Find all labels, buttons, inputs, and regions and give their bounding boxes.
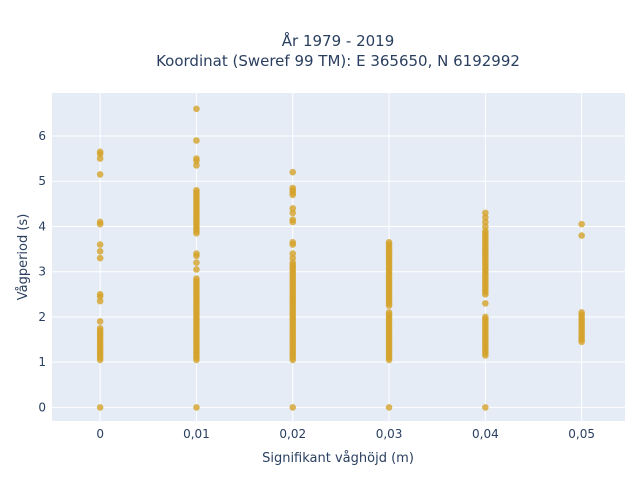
data-point [96, 171, 104, 178]
data-point [193, 266, 200, 273]
data-point [193, 162, 200, 169]
data-point [193, 259, 200, 266]
data-point [193, 250, 200, 257]
x-tick-label: 0,04 [472, 427, 499, 441]
data-point [578, 220, 585, 228]
chart-title-line-2: Koordinat (Sweref 99 TM): E 365650, N 61… [156, 52, 520, 70]
data-point [96, 241, 104, 248]
data-point [482, 209, 489, 217]
data-point [385, 404, 393, 411]
y-tick-label: 0 [38, 400, 46, 414]
x-tick-label: 0,01 [183, 427, 210, 441]
data-point [289, 184, 297, 192]
x-axis-title: Signifikant våghöjd (m) [262, 451, 414, 466]
data-point [96, 148, 104, 156]
data-point [482, 214, 489, 221]
x-tick-label: 0 [96, 427, 104, 441]
data-point [96, 218, 104, 226]
data-point [289, 250, 297, 257]
data-point [96, 291, 104, 298]
y-tick-labels: 0 1 2 3 4 5 6 [38, 129, 46, 414]
data-point [289, 205, 297, 212]
x-tick-label: 0,02 [279, 427, 306, 441]
y-tick-label: 5 [38, 174, 46, 188]
data-point [482, 300, 489, 307]
data-point [96, 404, 104, 411]
data-point [385, 238, 393, 246]
y-tick-label: 2 [38, 310, 46, 324]
data-point [96, 297, 104, 305]
data-point [289, 404, 297, 411]
data-point [193, 275, 200, 282]
data-point [193, 137, 200, 144]
data-point [96, 254, 104, 262]
data-point [482, 313, 489, 321]
y-axis-title: Vågperiod (s) [16, 214, 31, 301]
y-tick-label: 3 [38, 265, 46, 279]
data-point [96, 248, 104, 255]
data-point [193, 155, 200, 162]
chart-title-line-1: År 1979 - 2019 [282, 31, 395, 50]
data-point [96, 318, 104, 325]
data-point [289, 216, 297, 223]
data-point [193, 105, 200, 113]
data-point [482, 218, 489, 226]
x-tick-labels: 0 0,01 0,02 0,03 0,04 0,05 [96, 427, 595, 441]
data-point [385, 309, 393, 316]
data-point [96, 324, 104, 332]
data-point [289, 254, 297, 262]
data-point [193, 404, 200, 411]
data-point [289, 168, 297, 176]
data-point [193, 186, 200, 194]
data-point [289, 238, 297, 246]
plot-area [52, 93, 625, 421]
x-tick-label: 0,03 [376, 427, 403, 441]
data-point [578, 309, 585, 316]
data-point [289, 259, 297, 266]
y-tick-label: 1 [38, 355, 46, 369]
y-tick-label: 6 [38, 129, 46, 143]
data-point [482, 404, 489, 411]
data-point [578, 232, 585, 239]
data-points [96, 105, 585, 411]
data-point [482, 227, 489, 235]
data-point [289, 209, 297, 217]
y-tick-label: 4 [38, 219, 46, 233]
data-point [482, 223, 489, 230]
data-point [96, 155, 104, 162]
x-tick-label: 0,05 [568, 427, 595, 441]
